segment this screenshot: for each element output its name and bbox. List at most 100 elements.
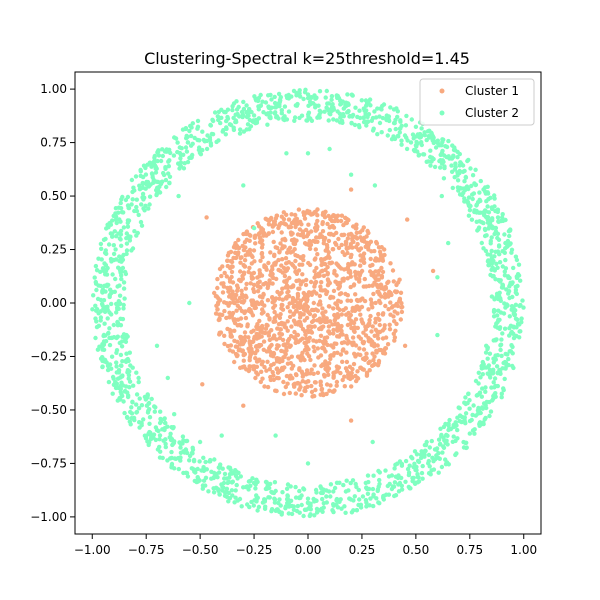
data-point [273,110,278,115]
data-point [220,290,226,295]
data-point [299,393,304,398]
data-point [197,138,202,143]
data-point [320,362,325,367]
data-point [305,351,310,356]
data-point [269,328,274,333]
data-point [286,217,292,222]
data-point [222,341,227,347]
data-point [364,284,369,289]
data-point [141,206,146,211]
data-point [333,279,338,284]
data-point [340,249,345,255]
data-point [143,186,148,191]
data-point [306,222,311,227]
data-point [377,477,382,483]
data-point [280,358,285,364]
series-2 [90,87,526,519]
data-point [96,256,101,261]
data-point [118,389,123,395]
data-point [318,232,323,237]
data-point [370,262,375,268]
data-point [379,286,384,291]
data-point [341,106,346,111]
data-point [366,479,371,485]
data-point [498,310,504,315]
data-point [355,325,360,331]
data-point [262,263,267,268]
data-point [153,425,159,430]
data-point [147,194,153,199]
data-point [496,219,501,224]
data-point [436,470,441,475]
data-point [519,320,524,325]
data-point [507,314,512,319]
data-point [251,225,257,231]
data-point [270,281,275,286]
data-point [473,413,478,418]
data-point [253,375,258,381]
data-point [282,273,288,279]
data-point [359,98,364,103]
data-point [494,364,500,369]
data-point [327,361,332,366]
data-point [311,238,316,244]
data-point [220,129,225,134]
data-point [312,513,317,518]
data-point [335,109,340,114]
data-point [355,376,361,381]
data-point [366,307,371,312]
data-point [260,330,265,335]
data-point [111,243,117,248]
data-point [455,173,460,178]
data-point [307,504,313,509]
data-point [308,357,313,363]
data-point [233,344,239,349]
data-point [265,122,270,127]
data-point [334,118,340,123]
data-point [244,114,250,120]
data-point [485,345,490,350]
data-point [353,317,359,322]
data-point [277,497,282,502]
data-point [305,304,310,310]
data-point [283,295,289,300]
data-point [494,261,499,266]
data-point [249,499,254,505]
data-point [484,405,489,411]
data-point [293,321,298,327]
data-point [344,333,349,339]
data-point [474,210,479,215]
data-point [329,94,335,99]
data-point [279,108,284,113]
data-point [319,259,324,264]
data-point [257,294,263,299]
data-point [97,344,102,349]
data-point [498,347,503,353]
data-point [166,159,171,164]
data-point [273,433,278,438]
data-point [113,379,118,385]
data-point [393,462,398,467]
data-point [354,508,360,513]
data-point [343,306,348,311]
data-point [307,335,312,340]
data-point [382,326,387,331]
data-point [312,257,317,262]
data-point [281,245,286,250]
data-point [504,303,510,309]
data-point [215,475,220,480]
data-point [265,384,271,390]
data-point [313,280,318,285]
data-point [179,146,184,151]
data-point [206,489,211,494]
data-point [201,137,206,143]
data-point [438,165,443,170]
data-point [140,174,146,180]
legend-label-cluster-2: Cluster 2 [465,106,519,120]
data-point [204,467,209,472]
data-point [292,247,297,252]
x-tick-label: 0.75 [456,543,483,557]
data-point [209,476,214,481]
data-point [501,387,506,393]
data-point [184,470,190,476]
